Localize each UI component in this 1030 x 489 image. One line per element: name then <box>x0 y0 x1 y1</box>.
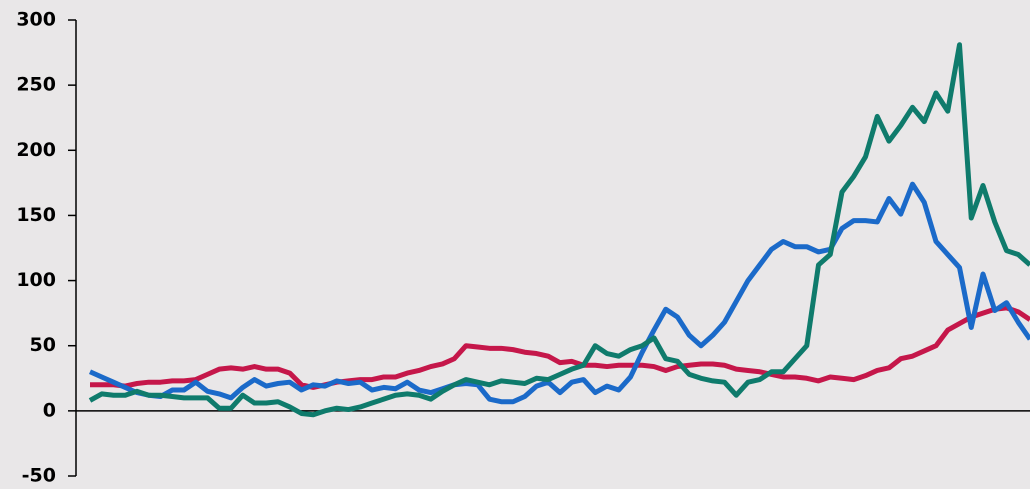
series-line <box>88 181 1030 405</box>
y-tick-label: 0 <box>43 399 56 421</box>
y-tick-label: 300 <box>16 9 56 31</box>
y-tick-label: 200 <box>16 139 56 161</box>
y-tick-label: 150 <box>16 204 56 226</box>
y-tick-label: 50 <box>30 334 56 356</box>
y-tick-label: 250 <box>16 74 56 96</box>
y-tick-label: 100 <box>16 269 56 291</box>
series-line <box>88 42 1030 418</box>
series-line <box>90 305 1030 390</box>
y-tick-label: -50 <box>22 465 56 487</box>
